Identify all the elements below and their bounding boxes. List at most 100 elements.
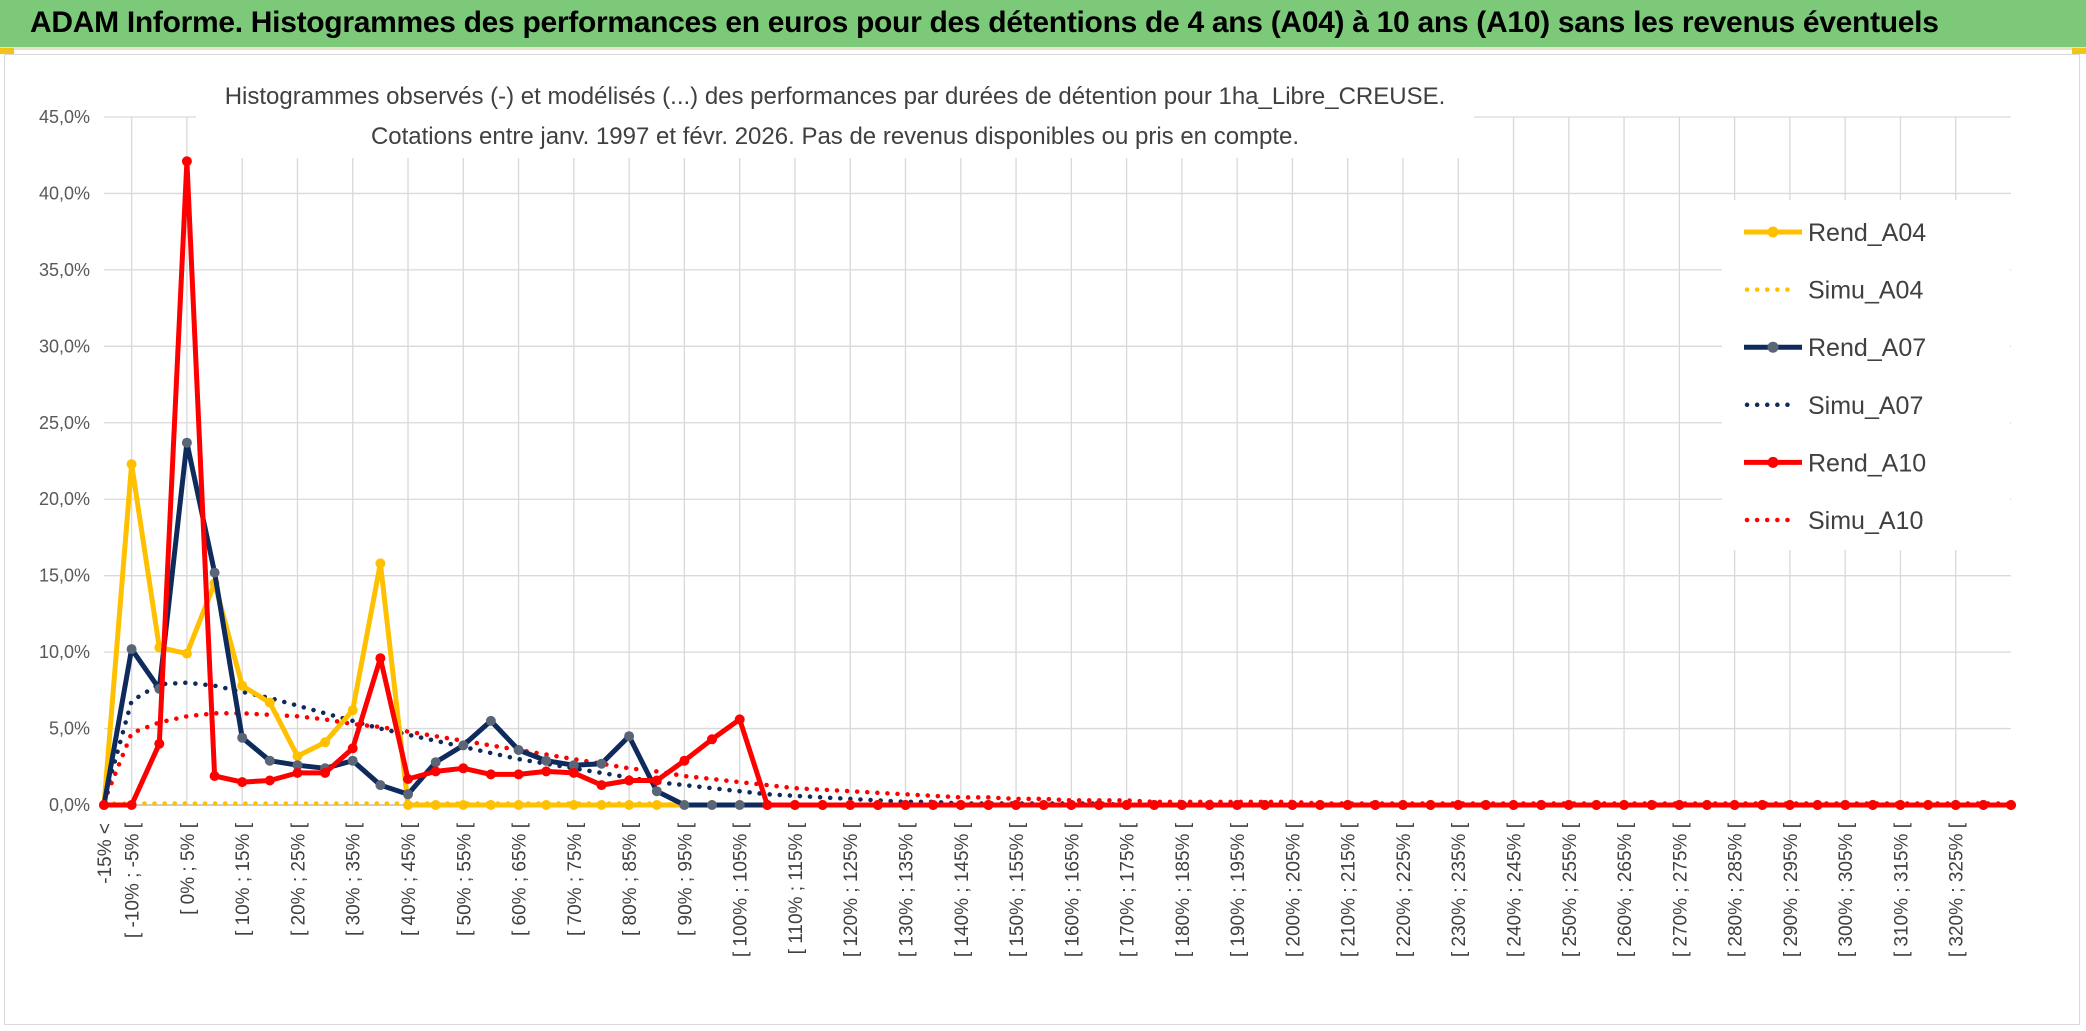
data-point-rend-a04 [181,648,192,659]
data-point-rend-a07 [375,780,386,791]
data-point-rend-a10 [1978,800,1989,810]
x-tick-label: -15% < [95,823,116,884]
data-point-rend-a07 [707,800,717,810]
data-point-rend-a10 [237,777,248,788]
axis-layer: 0,0% 5,0% 10,0% 15,0% 20,0% 25,0% 30,0% 35,0% 40… [39,107,2011,957]
series-line-simu-a07 [101,680,2014,808]
data-point-rend-a07 [541,755,552,766]
data-point-rend-a10 [872,800,883,810]
data-point-rend-a07 [568,760,579,771]
x-tick-label: [ -10% ; -5% [ [123,822,144,938]
x-tick-label: [ 190% ; 195% [ [1228,822,1249,957]
data-point-rend-a04 [264,697,275,708]
x-tick-label: [ 180% ; 185% [ [1173,822,1194,957]
data-point-rend-a10 [1895,800,1906,810]
data-point-rend-a10 [1398,800,1408,810]
x-tick-label: [ 140% ; 145% [ [952,822,973,957]
x-tick-label: [ 230% ; 235% [ [1449,822,1470,957]
data-point-rend-a07 [403,789,413,800]
y-tick-label: 10,0% [39,642,90,662]
legend-label-simu-a04: Simu_A04 [1808,277,1923,305]
data-point-rend-a10 [99,800,109,810]
data-point-rend-a10 [1038,800,1049,810]
data-point-rend-a04 [624,800,635,810]
legend-label-simu-a07: Simu_A07 [1808,392,1923,420]
data-point-rend-a07 [485,715,496,726]
legend-marker-rend-a10 [1767,456,1779,468]
y-tick-label: 30,0% [39,336,90,356]
x-tick-label: [ 50% ; 55% [ [454,822,475,936]
data-point-rend-a10 [734,714,745,725]
data-point-rend-a10 [1066,800,1077,810]
data-point-rend-a04 [513,800,524,810]
data-point-rend-a04 [541,800,552,810]
data-point-rend-a10 [928,800,939,810]
data-point-rend-a10 [1923,800,1934,810]
corner-accent-right [2072,48,2086,54]
data-point-rend-a10 [513,769,524,780]
data-point-rend-a10 [1480,800,1491,810]
x-tick-label: [ 20% ; 25% [ [288,822,309,936]
data-point-rend-a07 [513,745,524,755]
x-tick-label: [ 60% ; 65% [ [510,822,531,936]
chart-title-block: Histogrammes observés (-) et modélisés (… [196,76,1474,158]
data-point-rend-a10 [1342,800,1353,810]
data-point-rend-a10 [541,766,552,777]
x-tick-label: [ 160% ; 165% [ [1062,822,1083,957]
data-point-rend-a10 [983,800,994,810]
legend-marker-rend-a04 [1767,226,1779,238]
data-point-rend-a10 [347,743,358,754]
chart-title-background [196,76,1474,158]
data-point-rend-a10 [1176,800,1187,810]
data-point-rend-a10 [1121,800,1132,810]
legend: Rend_A04 Simu_A04 Rend_A07 Simu_A07 Rend_A10… [1722,200,2010,550]
data-point-rend-a10 [679,755,690,766]
data-point-rend-a10 [1315,800,1326,810]
x-tick-label: [ 270% ; 275% [ [1670,822,1691,957]
data-point-rend-a07 [679,800,690,810]
data-point-rend-a10 [458,763,469,774]
y-tick-label: 5,0% [49,719,90,739]
data-point-rend-a10 [264,775,275,786]
data-point-rend-a04 [596,800,607,810]
data-point-rend-a10 [209,771,220,781]
legend-label-rend-a04: Rend_A04 [1808,219,1926,247]
x-tick-label: [ 210% ; 215% [ [1339,822,1360,957]
x-tick-label: [ 280% ; 285% [ [1726,822,1747,957]
data-point-rend-a10 [2006,800,2016,810]
data-point-rend-a04 [568,800,579,810]
data-point-rend-a07 [624,731,635,742]
y-tick-label: 40,0% [39,183,90,203]
data-point-rend-a10 [596,780,607,791]
x-tick-label: [ 10% ; 15% [ [233,822,254,936]
legend-label-rend-a07: Rend_A07 [1808,334,1926,362]
data-point-rend-a07 [430,757,441,768]
data-point-rend-a10 [375,653,386,664]
data-point-rend-a10 [1674,800,1685,810]
data-point-rend-a10 [1812,800,1823,810]
y-tick-label: 0,0% [49,795,90,815]
series-layer [99,156,2016,810]
data-point-rend-a10 [900,800,911,810]
data-point-rend-a10 [1536,800,1547,810]
data-point-rend-a07 [596,758,607,769]
x-tick-label: [ 310% ; 315% [ [1891,822,1912,957]
x-tick-label: [ 40% ; 45% [ [399,822,420,936]
data-point-rend-a10 [817,800,828,810]
data-point-rend-a10 [762,800,773,810]
data-point-rend-a10 [1840,800,1851,810]
chart-title-line-1: Histogrammes observés (-) et modélisés (… [225,83,1446,110]
data-point-rend-a10 [1563,800,1574,810]
x-tick-label: [ 90% ; 95% [ [675,822,696,936]
y-tick-label: 20,0% [39,489,90,509]
x-tick-label: [ 130% ; 135% [ [896,822,917,957]
data-point-rend-a10 [651,775,662,786]
data-point-rend-a10 [624,775,635,786]
legend-label-rend-a10: Rend_A10 [1808,449,1926,477]
corner-accent-left [0,48,14,54]
x-tick-label: [ 150% ; 155% [ [1007,822,1028,957]
y-tick-label: 25,0% [39,413,90,433]
x-tick-label: [ 100% ; 105% [ [731,822,752,957]
x-tick-label: [ 260% ; 265% [ [1615,822,1636,957]
x-tick-label: [ 170% ; 175% [ [1118,822,1139,957]
